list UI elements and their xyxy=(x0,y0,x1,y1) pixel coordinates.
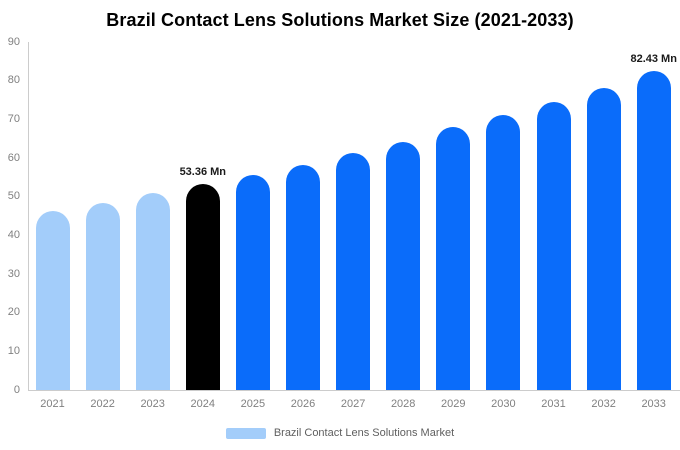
x-tick-label-2027: 2027 xyxy=(340,398,366,410)
bar-2023 xyxy=(135,192,170,390)
legend-label: Brazil Contact Lens Solutions Market xyxy=(273,427,455,439)
y-tick-label-60: 60 xyxy=(7,151,20,164)
y-tick-label-70: 70 xyxy=(7,112,20,125)
bar-2027 xyxy=(336,153,371,390)
x-tick-label-2021: 2021 xyxy=(40,398,65,410)
bar-value-label-2024: 53.36 Mn xyxy=(179,165,227,178)
bar-2032 xyxy=(586,87,621,390)
bar-2029 xyxy=(436,127,471,390)
bar-2024 xyxy=(185,183,220,390)
bar-2028 xyxy=(386,141,421,390)
x-tick-label-2030: 2030 xyxy=(491,398,516,410)
bar-2021 xyxy=(35,211,70,390)
y-tick-label-80: 80 xyxy=(7,74,20,87)
x-axis-line xyxy=(28,390,680,391)
y-tick-label-30: 30 xyxy=(7,267,20,280)
x-tick-label-2029: 2029 xyxy=(441,398,466,410)
bar-2030 xyxy=(486,115,521,390)
y-tick-label-90: 90 xyxy=(7,35,20,48)
x-tick-label-2031: 2031 xyxy=(541,398,566,410)
x-tick-label-2025: 2025 xyxy=(240,398,266,410)
x-tick-label-2032: 2032 xyxy=(591,398,616,410)
y-tick-label-10: 10 xyxy=(7,344,20,357)
legend: Brazil Contact Lens Solutions Market xyxy=(0,427,680,439)
x-tick-label-2022: 2022 xyxy=(90,398,115,410)
x-tick-label-2023: 2023 xyxy=(140,398,165,410)
bar-2031 xyxy=(536,101,571,390)
bar-2033 xyxy=(636,71,671,390)
y-tick-label-40: 40 xyxy=(7,228,20,241)
chart-title: Brazil Contact Lens Solutions Market Siz… xyxy=(106,10,574,30)
bar-2026 xyxy=(286,164,320,390)
x-tick-label-2026: 2026 xyxy=(290,398,316,410)
y-tick-label-0: 0 xyxy=(13,383,20,396)
bar-2022 xyxy=(85,202,120,390)
x-tick-label-2024: 2024 xyxy=(190,398,216,410)
legend-swatch xyxy=(225,427,266,439)
x-tick-label-2033: 2033 xyxy=(641,398,666,410)
bar-value-label-2033: 82.43 Mn xyxy=(630,53,677,66)
y-tick-label-50: 50 xyxy=(7,190,20,203)
y-axis-line xyxy=(28,42,29,390)
bar-2025 xyxy=(235,174,270,390)
x-tick-label-2028: 2028 xyxy=(390,398,416,410)
y-tick-label-20: 20 xyxy=(7,306,20,319)
